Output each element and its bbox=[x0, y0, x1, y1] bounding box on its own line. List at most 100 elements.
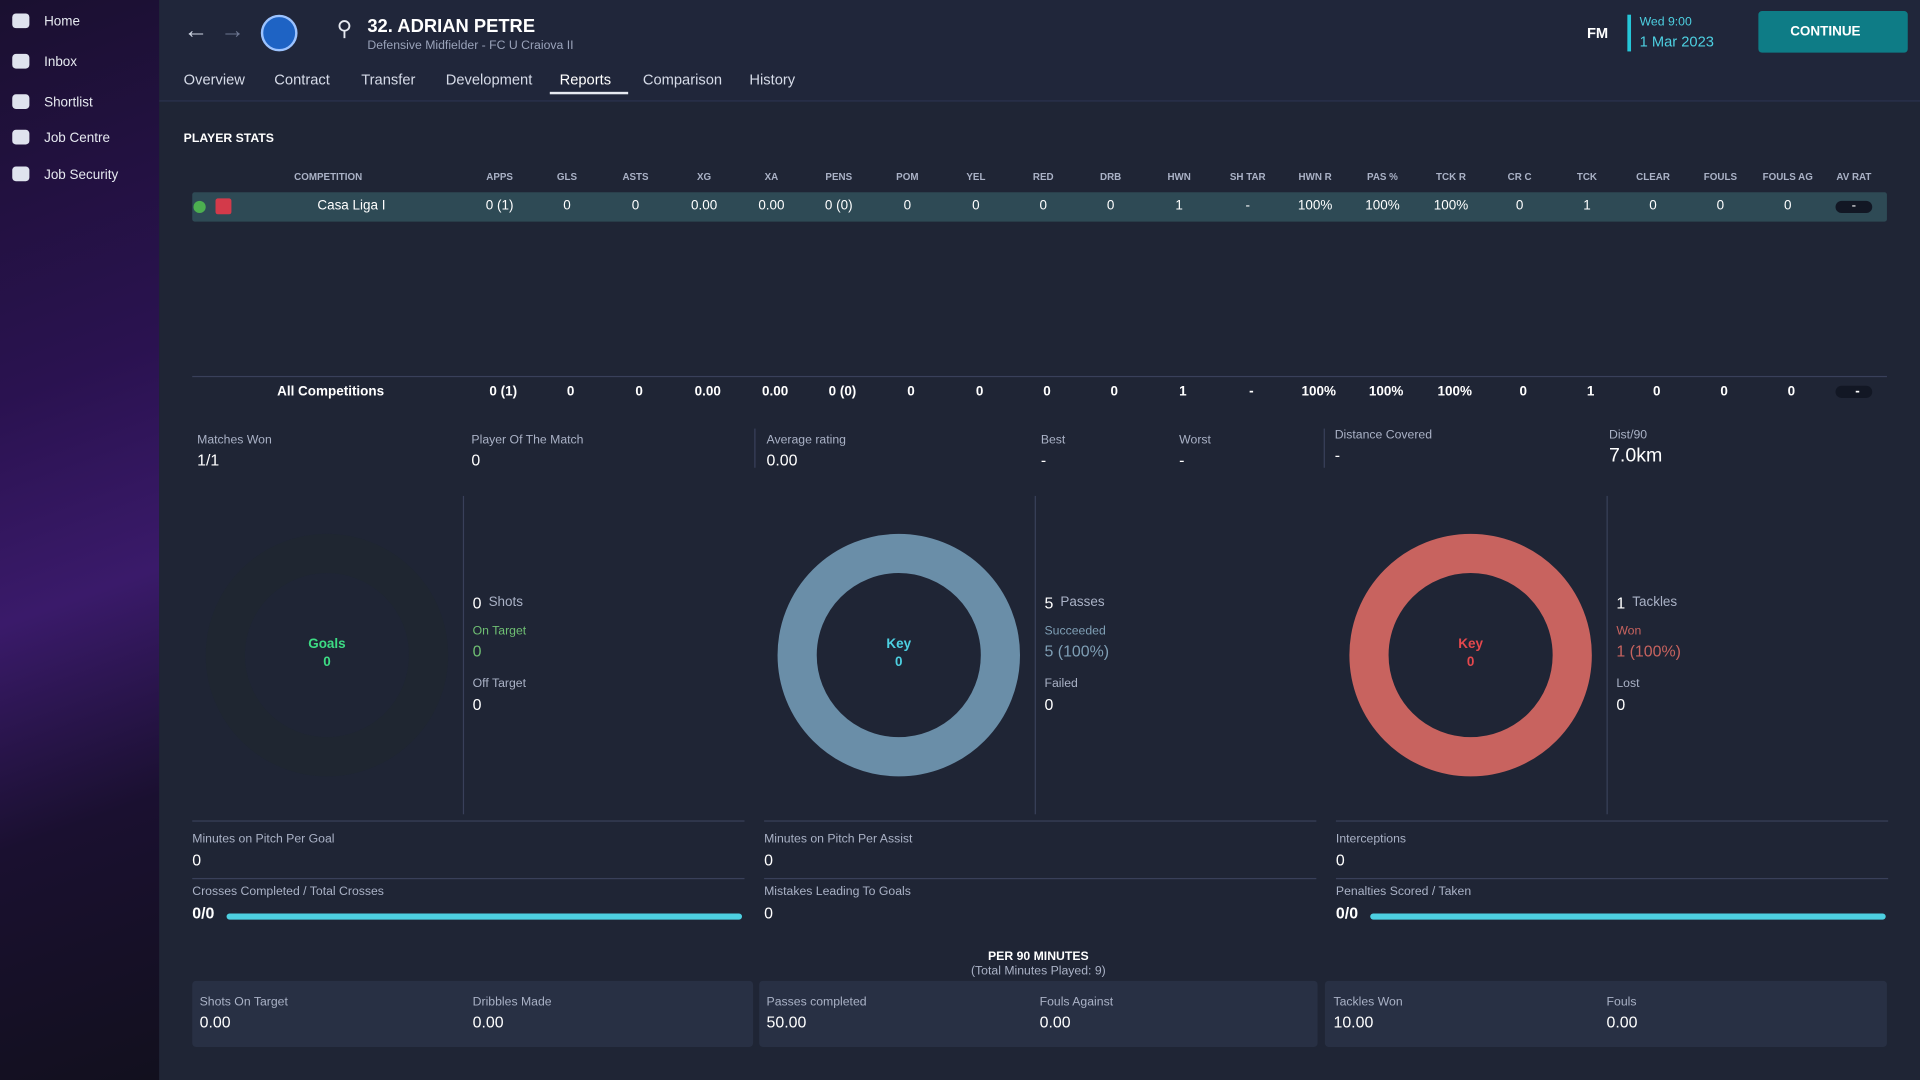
column-header: DRB bbox=[1099, 171, 1122, 183]
sub-value: 1 (100%) bbox=[1616, 641, 1681, 661]
cell: 0 bbox=[972, 198, 980, 214]
comp-badge bbox=[215, 198, 232, 215]
search-icon[interactable]: ⚲ bbox=[336, 17, 352, 41]
column-header: COMPETITION bbox=[294, 171, 363, 183]
forward-arrow[interactable]: → bbox=[220, 17, 245, 45]
divider bbox=[1335, 820, 1889, 822]
total-cell: 100% bbox=[1368, 384, 1404, 400]
status-dot bbox=[193, 200, 206, 214]
cell: 0 (0) bbox=[824, 198, 853, 214]
total-cell: All Competitions bbox=[277, 384, 385, 400]
cell: 0 bbox=[1039, 198, 1048, 214]
sidebar bbox=[0, 0, 160, 1080]
tab[interactable]: Contract bbox=[274, 71, 330, 89]
total-cell: 0 bbox=[1110, 384, 1119, 400]
column-header: CR C bbox=[1507, 171, 1532, 183]
progress-bar bbox=[226, 913, 743, 920]
column-header: ASTS bbox=[622, 171, 649, 183]
column-header: SH TAR bbox=[1229, 171, 1266, 183]
club-badge[interactable] bbox=[260, 14, 298, 52]
tab[interactable]: Overview bbox=[183, 71, 245, 89]
cell: 0 bbox=[903, 198, 912, 214]
summary-value: 0 bbox=[471, 450, 481, 469]
summary-label: Distance Covered bbox=[1334, 428, 1433, 443]
tab[interactable]: Reports bbox=[559, 71, 612, 89]
rating-pill bbox=[1835, 200, 1873, 214]
continue-label[interactable]: CONTINUE bbox=[1790, 24, 1861, 40]
nav-item[interactable]: Inbox bbox=[44, 55, 78, 70]
tab[interactable]: History bbox=[749, 71, 796, 89]
cell: 0 bbox=[1515, 198, 1524, 214]
sub-value: 0 bbox=[1616, 695, 1626, 714]
per90-value: 0.00 bbox=[472, 1012, 504, 1032]
column-header: FOULS AG bbox=[1762, 171, 1813, 183]
stat-label: Penalties Scored / Taken bbox=[1335, 885, 1472, 899]
cell: 0 bbox=[1649, 198, 1657, 214]
tab[interactable]: Comparison bbox=[642, 71, 723, 89]
stat-value: 0 bbox=[764, 851, 773, 870]
column-header: FOULS bbox=[1703, 171, 1738, 183]
column-header: HWN R bbox=[1298, 171, 1332, 183]
per90-label: Dribbles Made bbox=[472, 995, 552, 1009]
stat-value: 0 bbox=[1335, 851, 1345, 870]
total-label: Tackles bbox=[1632, 595, 1678, 610]
total-cell: 0 bbox=[975, 384, 984, 400]
cell: - bbox=[1851, 198, 1857, 214]
row-highlight bbox=[192, 192, 1887, 222]
cell: 0.00 bbox=[758, 198, 785, 214]
summary-value: 7.0km bbox=[1608, 445, 1663, 467]
donut-label: Key bbox=[886, 636, 912, 652]
column-header: YEL bbox=[966, 171, 986, 183]
per90-value: 50.00 bbox=[766, 1012, 807, 1032]
stat-value: 0 bbox=[192, 851, 202, 870]
back-arrow[interactable]: ← bbox=[183, 17, 209, 45]
total-label: Shots bbox=[488, 595, 524, 610]
day: Wed 9:00 bbox=[1639, 15, 1692, 30]
summary-value: - bbox=[1334, 445, 1341, 465]
nav-item[interactable]: Job Security bbox=[44, 167, 119, 183]
donut-label: Key bbox=[1458, 636, 1483, 652]
summary-value: - bbox=[1040, 450, 1047, 469]
total-cell: 0 bbox=[1652, 384, 1661, 400]
player-name: 32. ADRIAN PETRE bbox=[367, 15, 536, 37]
stat-label: Crosses Completed / Total Crosses bbox=[192, 885, 384, 899]
total-cell: 0 (0) bbox=[828, 384, 857, 400]
cell: - bbox=[1245, 198, 1251, 214]
sub-label: Off Target bbox=[472, 677, 526, 691]
tab[interactable]: Transfer bbox=[361, 71, 416, 89]
progress-bar bbox=[1370, 913, 1886, 920]
total-cell: 0.00 bbox=[694, 384, 721, 400]
per90-value: 0.00 bbox=[199, 1012, 231, 1032]
rating-pill bbox=[1835, 385, 1873, 398]
per90-label: Fouls bbox=[1606, 995, 1637, 1009]
sub-label: On Target bbox=[472, 624, 527, 638]
total: 1 bbox=[1616, 593, 1626, 613]
sub-value: 0 bbox=[472, 641, 482, 661]
column-header: GLS bbox=[556, 171, 578, 183]
cell: 0 bbox=[563, 198, 571, 214]
nav-item[interactable]: Home bbox=[44, 14, 81, 30]
date-divider bbox=[1627, 14, 1632, 52]
per90-value: 0.00 bbox=[1039, 1012, 1071, 1032]
nav-item[interactable]: Shortlist bbox=[44, 95, 93, 111]
cell: 1 bbox=[1175, 198, 1183, 214]
cell: 100% bbox=[1365, 198, 1400, 214]
brand: FM bbox=[1586, 24, 1609, 42]
stat-value: 0 bbox=[764, 903, 773, 923]
nav-item[interactable]: Job Centre bbox=[44, 131, 110, 146]
continue-button[interactable] bbox=[1758, 11, 1908, 53]
nav-icon bbox=[12, 53, 30, 69]
column-header: HWN bbox=[1167, 171, 1191, 183]
total-cell: 100% bbox=[1437, 384, 1472, 400]
per90-label: Tackles Won bbox=[1333, 995, 1403, 1009]
per90-value: 0.00 bbox=[1606, 1012, 1638, 1032]
divider bbox=[462, 495, 465, 815]
total-cell: 1 bbox=[1179, 384, 1187, 400]
column-header: PAS % bbox=[1367, 171, 1398, 183]
divider bbox=[764, 877, 1317, 880]
stat-label: Interceptions bbox=[1335, 832, 1407, 847]
tab[interactable]: Development bbox=[445, 71, 533, 89]
cell: 0 bbox=[631, 198, 640, 214]
divider bbox=[764, 820, 1317, 822]
sub-value: 0 bbox=[472, 695, 482, 714]
